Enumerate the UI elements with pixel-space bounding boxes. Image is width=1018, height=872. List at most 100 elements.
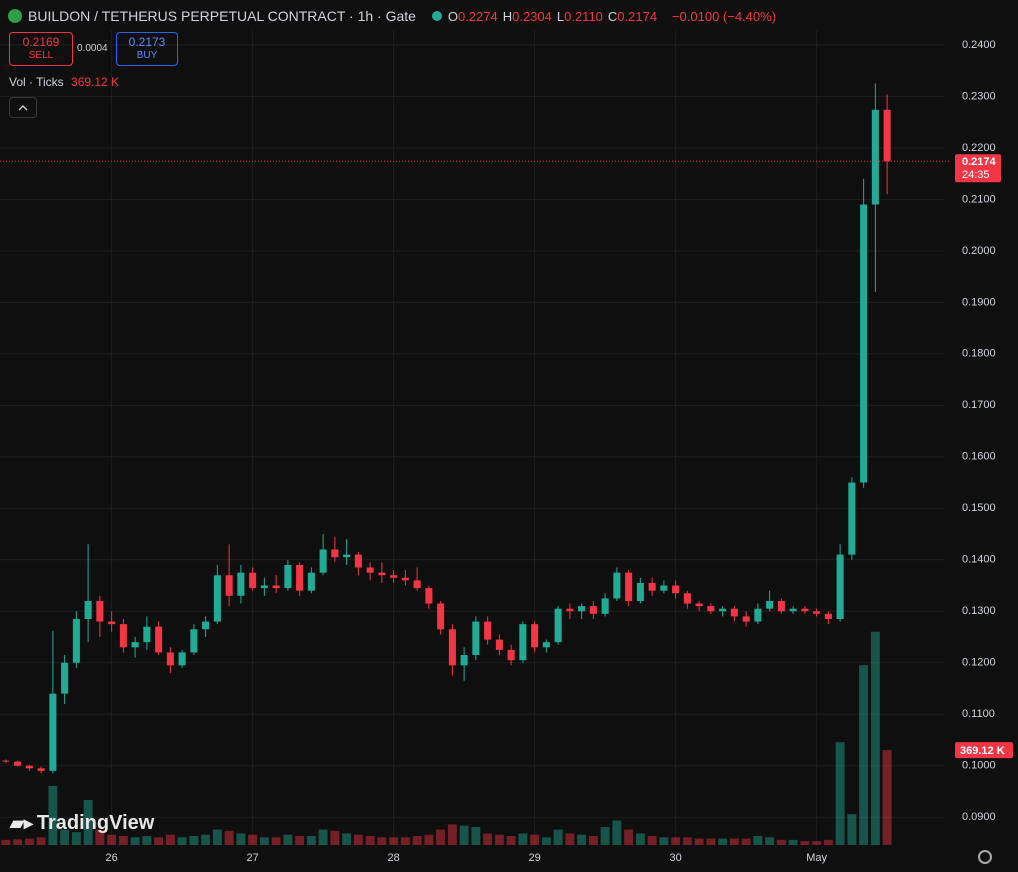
volume-bar — [259, 837, 269, 845]
ohlc-value: 0.2110 — [564, 9, 603, 24]
candle-body — [143, 626, 151, 643]
candle-body — [695, 603, 703, 607]
candle-body — [108, 621, 116, 625]
candle-body — [249, 572, 257, 589]
y-tick-label: 0.1400 — [962, 554, 996, 566]
collapse-button[interactable] — [9, 97, 37, 118]
candle-body — [860, 204, 868, 483]
candle-body — [636, 582, 644, 601]
volume-bar — [400, 837, 410, 845]
y-tick-label: 0.2200 — [962, 142, 996, 154]
volume-bar — [13, 839, 23, 845]
volume-bar — [447, 824, 457, 845]
ohlc-value: 0.2274 — [457, 9, 498, 24]
candle-body — [836, 554, 844, 619]
volume-bar — [565, 833, 575, 845]
volume-bar — [753, 836, 763, 845]
volume-bar — [83, 800, 93, 845]
y-tick-label: 0.1800 — [962, 348, 996, 360]
volume-bar — [189, 836, 199, 845]
volume-bar — [459, 825, 469, 845]
candle-body — [296, 564, 304, 591]
candle-body — [848, 482, 856, 555]
volume-bar — [600, 827, 610, 845]
volume-bar — [471, 827, 481, 845]
candle-body — [742, 616, 750, 622]
candle-body — [507, 649, 515, 661]
candle-body — [284, 564, 292, 589]
symbol-icon — [8, 9, 22, 23]
volume-bar — [224, 830, 234, 845]
volume-bar — [60, 829, 70, 845]
y-tick-label: 0.1200 — [962, 657, 996, 669]
volume-bar — [518, 833, 528, 845]
candle-body — [72, 618, 80, 663]
y-tick-label: 0.1700 — [962, 399, 996, 411]
candle-body — [871, 109, 879, 205]
candle-body — [225, 575, 233, 596]
y-tick-label: 0.1900 — [962, 296, 996, 308]
candle-body — [401, 577, 409, 581]
volume-bar — [494, 834, 504, 845]
volume-bar — [424, 834, 434, 845]
candle-body — [14, 761, 22, 766]
spread: 0.0004 — [77, 43, 108, 54]
volume-bar — [318, 829, 328, 845]
y-tick-label: 0.2400 — [962, 39, 996, 51]
candle-body — [25, 765, 33, 769]
candle-body — [460, 655, 468, 666]
volume-bar — [812, 841, 822, 845]
volume-legend: Vol · Ticks 369.12 K — [9, 75, 119, 89]
candle-body — [131, 642, 139, 648]
y-tick-label: 0.1500 — [962, 502, 996, 514]
sell-button[interactable]: 0.2169 SELL — [9, 32, 73, 66]
volume-bar — [201, 834, 211, 845]
y-tick-label: 0.2100 — [962, 193, 996, 205]
candle-body — [883, 109, 891, 162]
candle-body — [49, 693, 57, 771]
candle-body — [84, 600, 92, 619]
volume-bar — [823, 839, 833, 845]
candle-body — [754, 608, 762, 622]
candle-body — [272, 585, 280, 589]
candle-body — [578, 606, 586, 612]
candle-body — [354, 554, 362, 568]
candle-body — [119, 624, 127, 648]
volume-bar — [24, 838, 34, 845]
candle-body — [155, 626, 163, 653]
ohlc-value: 0.2304 — [512, 9, 552, 24]
candle-body — [307, 572, 315, 591]
candle-body — [448, 629, 456, 666]
volume-bar — [577, 834, 587, 845]
watermark-text: TradingView — [36, 812, 155, 834]
buy-button[interactable]: 0.2173 BUY — [116, 32, 178, 66]
candle-body — [61, 662, 69, 694]
candle-body — [378, 572, 386, 576]
candle-body — [213, 575, 221, 622]
y-tick-label: 0.1100 — [962, 708, 995, 720]
candle-body — [202, 621, 210, 630]
buy-label: BUY — [136, 50, 158, 61]
candle-body — [660, 585, 668, 591]
volume-tag — [955, 742, 1013, 759]
volume-bar — [389, 837, 399, 845]
volume-bar — [788, 839, 798, 845]
x-tick-label: 27 — [247, 852, 259, 864]
volume-bar — [306, 836, 316, 845]
candle-body — [237, 572, 245, 596]
candle-body — [542, 642, 550, 648]
candle-body — [260, 585, 268, 589]
candle-body — [178, 652, 186, 666]
settings-button[interactable] — [978, 850, 992, 864]
candle-body — [519, 624, 527, 661]
volume-bar — [165, 834, 175, 845]
volume-bar — [741, 838, 751, 845]
volume-bar — [647, 836, 657, 845]
volume-bar — [612, 820, 622, 845]
volume-name: Vol · Ticks — [9, 75, 64, 89]
volume-bar — [659, 837, 669, 845]
candle-body — [531, 624, 539, 648]
collapse-icon — [18, 105, 28, 111]
